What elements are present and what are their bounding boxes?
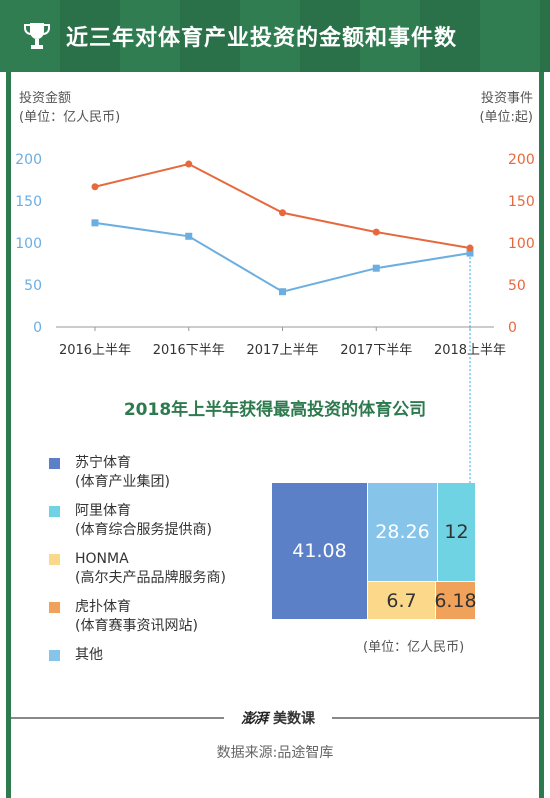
events-point <box>466 244 474 252</box>
right-court-line <box>544 72 550 798</box>
left-tick-label: 50 <box>24 278 42 294</box>
left-tick-label: 150 <box>15 194 42 210</box>
page-title: 近三年对体育产业投资的金额和事件数 <box>66 26 458 51</box>
left-tick-label: 100 <box>15 236 42 252</box>
brand-logo: 澎湃 美数课 <box>224 705 332 731</box>
brand-mark: 澎湃 <box>241 711 268 727</box>
left-court-line <box>0 72 6 798</box>
right-tick-label: 150 <box>508 194 535 210</box>
investment-point <box>279 288 286 296</box>
left-tick-label: 0 <box>33 320 42 336</box>
line-chart: 0 50 100 150 200 0 50 100 150 200 2016上半年 2016下半年 20… <box>15 152 535 483</box>
right-tick-label: 50 <box>508 278 526 294</box>
legend-item: 虎扑体育 (体育赛事资讯网站) <box>49 598 226 646</box>
treemap-cell-honma: 6.7 <box>368 582 435 619</box>
treemap-legend: 苏宁体育 (体育产业集团) 阿里体育 (体育综合服务提供商) HONMA (高尔夫产品品牌… <box>49 454 226 694</box>
legend-name: 其他 <box>75 647 103 663</box>
legend-swatch <box>49 458 60 469</box>
treemap-cell-hupu: 6.18 <box>434 582 477 619</box>
treemap-value-hupu: 6.18 <box>434 589 477 612</box>
x-tick-label: 2016上半年 <box>59 343 131 358</box>
chart-card: 投资金额 (单位：亿人民币) 投资事件 (单位:起) 0 50 100 150 200 0… <box>11 72 539 798</box>
right-tick-label: 200 <box>508 152 535 168</box>
legend-name: 阿里体育 <box>75 503 131 519</box>
investment-point <box>466 249 474 257</box>
legend-swatch <box>49 554 60 565</box>
brand-label: 美数课 <box>273 711 315 727</box>
legend-desc: (高尔夫产品品牌服务商) <box>75 570 226 586</box>
treemap-title: 2018年上半年获得最高投资的体育公司 <box>123 400 427 420</box>
events-point <box>279 209 286 217</box>
investment-point <box>372 264 380 272</box>
legend-item: HONMA (高尔夫产品品牌服务商) <box>49 550 226 598</box>
legend-name: 苏宁体育 <box>75 455 131 471</box>
x-tick-label: 2016下半年 <box>153 343 225 358</box>
treemap-value-other: 28.26 <box>375 521 430 543</box>
events-point <box>91 183 99 191</box>
data-source: 数据来源:品途智库 <box>216 745 334 761</box>
legend-desc: (体育综合服务提供商) <box>75 522 212 538</box>
investment-line <box>94 221 471 293</box>
treemap-value-honma: 6.7 <box>386 589 417 612</box>
treemap-cell-other: 28.26 <box>368 483 437 581</box>
right-axis-title: 投资事件 (单位:起) <box>479 91 533 125</box>
legend-name: HONMA <box>75 551 129 567</box>
legend-desc: (体育产业集团) <box>75 474 170 490</box>
events-point <box>372 228 380 236</box>
legend-swatch <box>49 650 60 661</box>
treemap-value-suning: 41.08 <box>292 540 347 562</box>
legend-swatch <box>49 506 60 517</box>
x-tick-label: 2017下半年 <box>340 343 412 358</box>
left-tick-label: 200 <box>15 152 42 168</box>
legend-item: 苏宁体育 (体育产业集团) <box>49 454 226 502</box>
trophy-icon <box>24 23 50 49</box>
treemap-value-ali: 12 <box>444 521 469 543</box>
investment-point <box>185 232 193 240</box>
legend-item: 其他 <box>49 646 226 694</box>
header-background <box>0 0 550 72</box>
legend-name: 虎扑体育 <box>75 599 131 615</box>
legend-item: 阿里体育 (体育综合服务提供商) <box>49 502 226 550</box>
investment-point <box>91 219 99 227</box>
treemap-cell-suning: 41.08 <box>272 483 367 619</box>
legend-swatch <box>49 602 60 613</box>
header: 近三年对体育产业投资的金额和事件数 <box>0 0 550 72</box>
legend-desc: (体育赛事资讯网站) <box>75 618 198 634</box>
left-axis-title: 投资金额 (单位：亿人民币) <box>19 91 121 125</box>
treemap-unit: (单位：亿人民币) <box>363 640 465 655</box>
x-tick-label: 2017上半年 <box>246 343 318 358</box>
treemap-cell-ali: 12 <box>438 483 475 581</box>
right-tick-label: 100 <box>508 236 535 252</box>
events-point <box>185 160 193 168</box>
events-line <box>94 162 471 250</box>
right-tick-label: 0 <box>508 320 517 336</box>
